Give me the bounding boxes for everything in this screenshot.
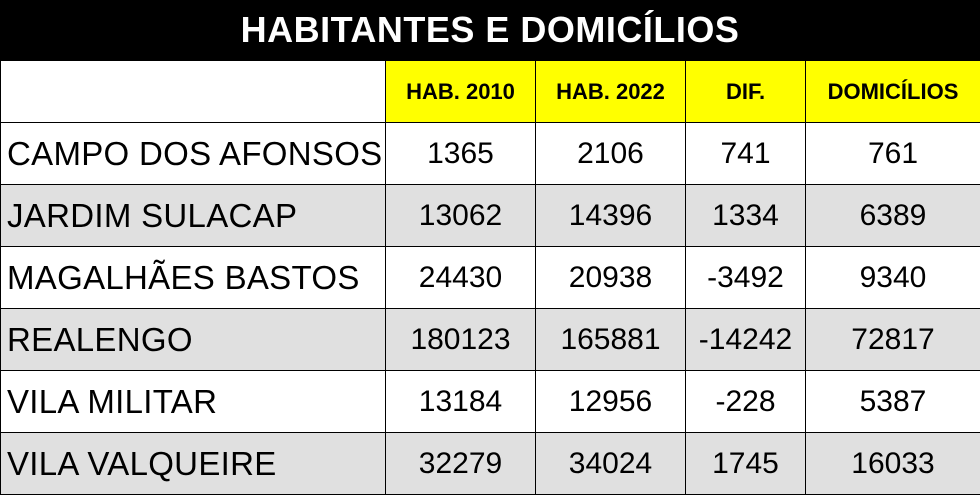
cell-hab-2010: 13062: [386, 185, 536, 247]
cell-dif: 1745: [686, 433, 806, 495]
header-hab-2010: HAB. 2010: [386, 61, 536, 123]
table-row: REALENGO 180123 165881 -14242 72817: [1, 309, 980, 371]
header-domicilios: DOMICÍLIOS: [806, 61, 980, 123]
cell-hab-2010: 180123: [386, 309, 536, 371]
cell-domicilios: 6389: [806, 185, 980, 247]
cell-domicilios: 16033: [806, 433, 980, 495]
table-row: VILA VALQUEIRE 32279 34024 1745 16033: [1, 433, 980, 495]
table-row: CAMPO DOS AFONSOS 1365 2106 741 761: [1, 123, 980, 185]
cell-hab-2010: 32279: [386, 433, 536, 495]
cell-bairro: JARDIM SULACAP: [1, 185, 386, 247]
cell-dif: 1334: [686, 185, 806, 247]
cell-hab-2010: 24430: [386, 247, 536, 309]
cell-dif: -228: [686, 371, 806, 433]
cell-domicilios: 761: [806, 123, 980, 185]
header-row: HAB. 2010 HAB. 2022 DIF. DOMICÍLIOS: [1, 61, 980, 123]
cell-domicilios: 9340: [806, 247, 980, 309]
header-hab-2022: HAB. 2022: [536, 61, 686, 123]
table-row: JARDIM SULACAP 13062 14396 1334 6389: [1, 185, 980, 247]
cell-hab-2022: 34024: [536, 433, 686, 495]
header-blank: [1, 61, 386, 123]
cell-bairro: VILA VALQUEIRE: [1, 433, 386, 495]
header-dif: DIF.: [686, 61, 806, 123]
cell-bairro: REALENGO: [1, 309, 386, 371]
cell-hab-2022: 165881: [536, 309, 686, 371]
cell-hab-2010: 13184: [386, 371, 536, 433]
habitantes-table: HAB. 2010 HAB. 2022 DIF. DOMICÍLIOS CAMP…: [0, 60, 980, 495]
cell-bairro: CAMPO DOS AFONSOS: [1, 123, 386, 185]
cell-hab-2022: 2106: [536, 123, 686, 185]
cell-bairro: VILA MILITAR: [1, 371, 386, 433]
cell-domicilios: 72817: [806, 309, 980, 371]
cell-hab-2022: 14396: [536, 185, 686, 247]
cell-hab-2022: 12956: [536, 371, 686, 433]
cell-hab-2010: 1365: [386, 123, 536, 185]
table-row: MAGALHÃES BASTOS 24430 20938 -3492 9340: [1, 247, 980, 309]
cell-hab-2022: 20938: [536, 247, 686, 309]
cell-dif: -3492: [686, 247, 806, 309]
table-row: VILA MILITAR 13184 12956 -228 5387: [1, 371, 980, 433]
table-title: HABITANTES E DOMICÍLIOS: [0, 0, 980, 60]
cell-bairro: MAGALHÃES BASTOS: [1, 247, 386, 309]
cell-domicilios: 5387: [806, 371, 980, 433]
cell-dif: -14242: [686, 309, 806, 371]
cell-dif: 741: [686, 123, 806, 185]
